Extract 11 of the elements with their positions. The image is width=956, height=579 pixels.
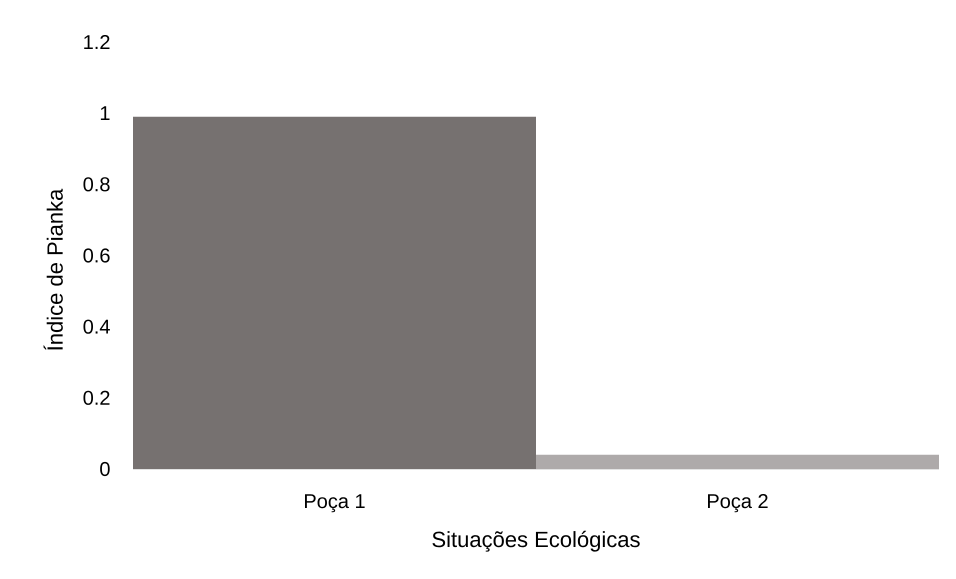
y-tick-label: 1 — [100, 106, 110, 120]
y-tick-label: 0.2 — [83, 390, 110, 405]
x-tick-label: Poça 2 — [708, 494, 768, 512]
y-tick-label: 0.8 — [83, 177, 110, 192]
x-axis-title: Situações Ecológicas — [432, 530, 640, 552]
y-tick-label: 0 — [100, 462, 110, 476]
y-tick-label: 1.2 — [84, 35, 110, 49]
x-tick-label: Poça 1 — [305, 494, 365, 512]
y-tick-label: 0.4 — [83, 320, 110, 334]
y-tick-label: 0.6 — [83, 248, 110, 263]
y-axis-title: Índice de Pianka — [44, 188, 63, 350]
